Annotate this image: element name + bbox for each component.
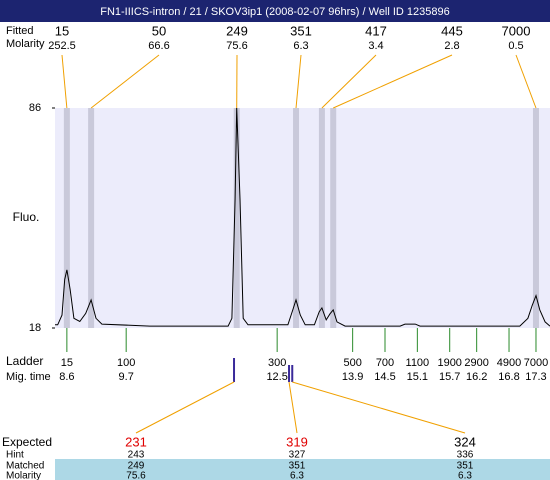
ladder-time: 8.6	[59, 371, 74, 383]
ladder-time: 16.2	[466, 371, 487, 383]
row-label: Mig. time	[6, 371, 51, 383]
match-connector	[288, 381, 298, 434]
peak-connector	[295, 54, 302, 109]
peak-connector	[333, 54, 453, 109]
peak-band	[532, 108, 539, 328]
match-connector	[292, 381, 466, 434]
row-label: Fitted	[6, 25, 34, 37]
peak-molarity: 6.3	[293, 40, 308, 52]
peak-molarity: 3.4	[368, 40, 383, 52]
peak-band	[233, 108, 240, 328]
trace	[55, 107, 550, 327]
ladder-time: 17.3	[525, 371, 546, 383]
title-bar	[0, 0, 550, 22]
peak-molarity: 252.5	[48, 40, 76, 52]
ladder-size: 4900	[497, 357, 521, 369]
expected-matched: 351	[289, 461, 306, 472]
ladder-size: 7000	[524, 357, 548, 369]
row-label: Matched	[6, 461, 44, 472]
peak-band	[318, 108, 325, 328]
expected-expected: 324	[454, 434, 476, 449]
y-axis-label: Fluo.	[13, 210, 40, 224]
peak-band	[293, 108, 300, 328]
expected-expected: 319	[286, 434, 308, 449]
peak-molarity: 2.8	[444, 40, 459, 52]
peak-connector	[90, 54, 160, 109]
peak-connector	[321, 54, 377, 109]
peak-connector	[515, 54, 537, 109]
peak-molarity: 75.6	[226, 40, 247, 52]
expected-molarity: 6.3	[458, 471, 472, 480]
ladder-time: 12.5	[266, 371, 287, 383]
plot-area	[55, 108, 550, 328]
ladder-time: 14.5	[374, 371, 395, 383]
matched-band	[55, 459, 550, 480]
peak-size: 15	[55, 23, 69, 38]
row-label: Molarity	[6, 471, 41, 480]
ladder-size: 1900	[437, 357, 461, 369]
expected-molarity: 75.6	[126, 471, 146, 480]
ladder-size: 500	[343, 357, 361, 369]
peak-size: 7000	[502, 23, 531, 38]
ladder-time: 13.9	[342, 371, 363, 383]
expected-matched: 249	[128, 461, 145, 472]
peak-size: 417	[365, 23, 387, 38]
peak-size: 351	[290, 23, 312, 38]
ladder-size: 100	[117, 357, 135, 369]
ladder-time: 15.1	[407, 371, 428, 383]
expected-matched: 351	[457, 461, 474, 472]
ladder-size: 1100	[406, 357, 430, 369]
ladder-size: 2900	[464, 357, 488, 369]
ladder-time: 15.7	[439, 371, 460, 383]
row-label: Molarity	[6, 38, 45, 50]
peak-size: 249	[226, 23, 248, 38]
row-label: Expected	[2, 435, 52, 449]
peak-band	[88, 108, 95, 328]
ladder-time: 16.8	[498, 371, 519, 383]
expected-expected: 231	[125, 434, 147, 449]
ladder-size: 15	[61, 357, 73, 369]
chart-title: FN1-IIICS-intron / 21 / SKOV3ip1 (2008-0…	[100, 6, 450, 18]
peak-size: 50	[152, 23, 166, 38]
ladder-size: 300	[268, 357, 286, 369]
expected-hint: 243	[128, 450, 145, 461]
row-label: Ladder	[6, 354, 43, 368]
expected-hint: 336	[457, 450, 474, 461]
peak-molarity: 66.6	[148, 40, 169, 52]
expected-molarity: 6.3	[290, 471, 304, 480]
peak-connector	[61, 54, 68, 109]
peak-molarity: 0.5	[508, 40, 523, 52]
ladder-time: 9.7	[119, 371, 134, 383]
ladder-size: 700	[376, 357, 394, 369]
peak-size: 445	[441, 23, 463, 38]
match-connector	[135, 381, 235, 434]
y-tick-label: 86	[29, 102, 41, 114]
y-tick-label: 18	[29, 322, 41, 334]
expected-hint: 327	[289, 450, 306, 461]
row-label: Hint	[6, 450, 24, 461]
peak-band	[63, 108, 70, 328]
peak-band	[330, 108, 337, 328]
